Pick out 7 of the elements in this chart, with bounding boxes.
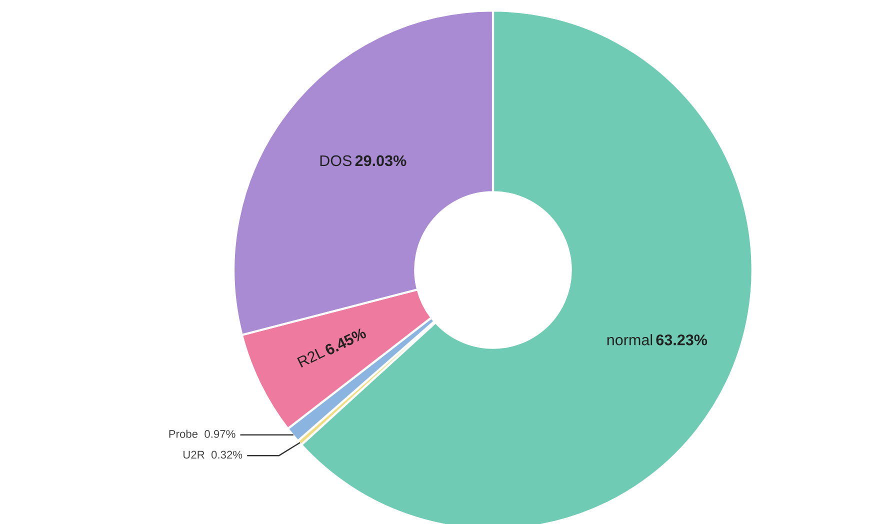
slice-label: R2L — [297, 346, 326, 368]
slice-label: DOS — [320, 155, 352, 166]
data-label: 63.23% — [656, 334, 708, 346]
slice-label: normal — [607, 334, 652, 346]
slice-label: U2R 0.32% — [183, 450, 242, 459]
data-label: 29.03% — [355, 155, 406, 166]
slice-label: Probe 0.97% — [169, 430, 236, 438]
